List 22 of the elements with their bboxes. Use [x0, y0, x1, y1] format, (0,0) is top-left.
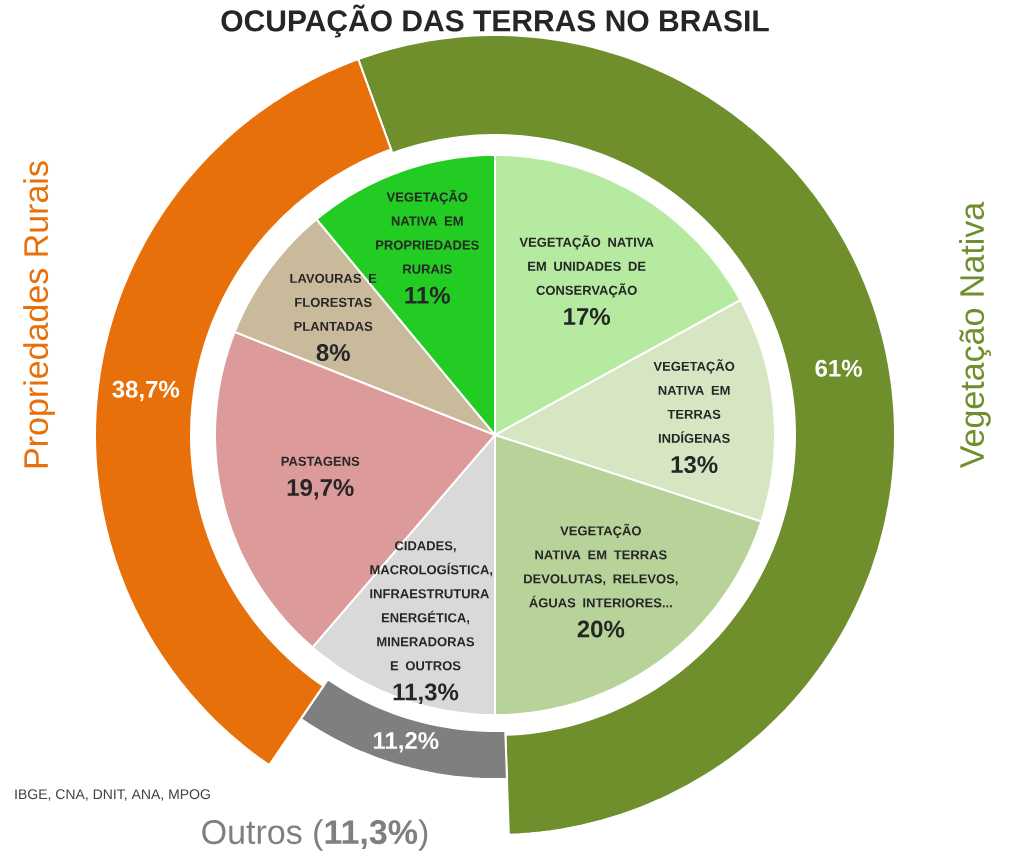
- data-label: 17%: [564, 308, 611, 325]
- data-label: 11%: [405, 286, 450, 304]
- slice-label: Outros (11,3%): [202, 819, 428, 851]
- slice-label: VEGETAÇÃO NATIVA EM TERRAS DEVOLUTAS, RELEVOS, ÁGUAS INTERIORES...: [524, 523, 678, 608]
- data-label: 38,7%: [112, 380, 180, 402]
- data-label: 8%: [316, 344, 350, 362]
- slice-label: CIDADES, MACROLOGÍSTICA, INFRAESTRUTURA ENERGÉTICA, MINERADORAS E OUTROS: [370, 541, 493, 671]
- slice-label: Vegetação Nativa: [959, 201, 991, 469]
- data-label: 61%: [815, 359, 862, 377]
- slice-label: PASTAGENS: [281, 456, 360, 466]
- chart-title: OCUPAÇÃO DAS TERRAS NO BRASIL: [221, 4, 769, 38]
- data-label: 11,2%: [373, 732, 439, 753]
- text: IBGE, CNA, DNIT, ANA, MPOG: [15, 789, 210, 801]
- data-label: 11,3%: [393, 683, 459, 704]
- data-label: 13%: [671, 456, 718, 474]
- slice-label: Propriedades Rurais: [23, 161, 55, 468]
- slice-label: LAVOURAS E FLORESTAS PLANTADAS: [290, 273, 377, 331]
- slice-label: VEGETAÇÃO NATIVA EM UNIDADES DE CONSERVAÇÃO: [519, 235, 654, 298]
- slice-label: VEGETAÇÃO NATIVA EM TERRAS INDÍGENAS: [653, 359, 735, 443]
- data-label: 20%: [577, 620, 625, 638]
- slice-label: VEGETAÇÃO NATIVA EM PROPRIEDADES RURAIS: [376, 189, 479, 274]
- data-label: 19,7%: [287, 479, 354, 500]
